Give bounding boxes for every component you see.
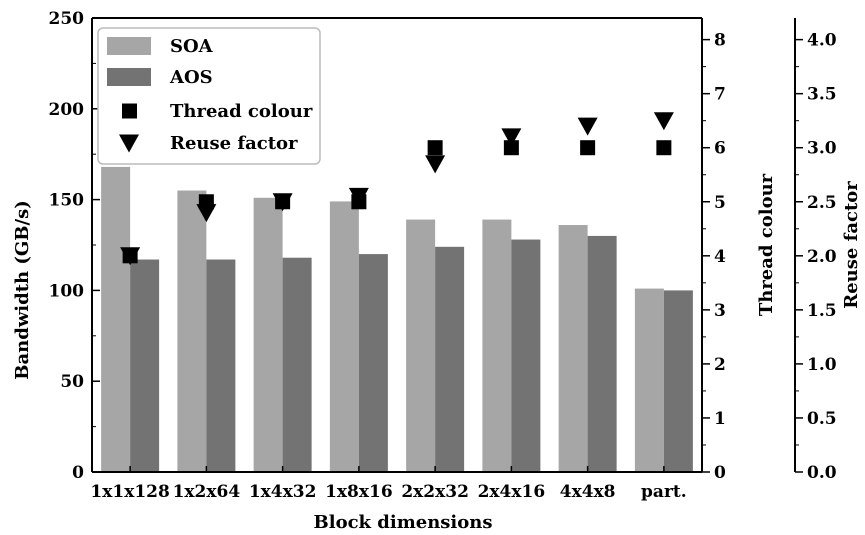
right-2-tick-label: 4.0 xyxy=(807,31,837,51)
legend-swatch-reuse-factor xyxy=(119,134,139,153)
bar-soa xyxy=(558,225,588,472)
axes-layer: 0 50 100 150 200 250 0 1 2 3 4 5 6 7 8 0.0 0.5 1.0 1.5 2.0 2… xyxy=(49,9,837,502)
right-1-tick-label: 7 xyxy=(714,85,726,105)
bar-soa xyxy=(329,201,359,472)
right-1-tick-label: 4 xyxy=(714,247,726,267)
x-tick-label: 1x4x32 xyxy=(249,482,317,502)
y-tick-label: 150 xyxy=(49,191,85,211)
y-tick-label: 50 xyxy=(60,372,84,392)
legend-swatch-thread-colour xyxy=(122,103,137,119)
bar-soa xyxy=(482,219,512,472)
marker-thread-colour xyxy=(580,140,596,156)
right-2-tick-label: 1.0 xyxy=(807,355,837,375)
marker-thread-colour xyxy=(122,248,138,264)
marker-thread-colour xyxy=(427,140,443,156)
marker-thread-colour xyxy=(656,140,672,156)
legend-label-thread-colour: Thread colour xyxy=(170,101,313,122)
markers-layer xyxy=(120,112,674,266)
marker-reuse-factor xyxy=(501,128,522,147)
x-tick-label: 1x1x128 xyxy=(90,482,169,502)
bar-aos xyxy=(130,259,160,472)
right-1-tick-label: 0 xyxy=(714,463,726,483)
legend: SOA AOS Thread colour Reuse factor xyxy=(97,27,321,165)
x-tick-label: 2x2x32 xyxy=(401,482,469,502)
right-1-tick-label: 3 xyxy=(714,301,726,321)
right-1-tick-label: 8 xyxy=(714,31,726,51)
x-tick-label: 2x4x16 xyxy=(478,482,546,502)
right-axis-1-title: Thread colour xyxy=(756,173,777,316)
right-1-tick-label: 5 xyxy=(714,193,726,213)
right-2-tick-label: 2.0 xyxy=(807,247,837,267)
y-tick-label: 0 xyxy=(72,463,84,483)
x-tick-label: 4x4x8 xyxy=(560,482,616,502)
right-axis-2-title: Reuse factor xyxy=(841,181,862,309)
bar-aos xyxy=(663,290,693,472)
legend-label-soa: SOA xyxy=(170,36,214,57)
right-2-tick-label: 1.5 xyxy=(807,301,837,321)
marker-thread-colour xyxy=(351,194,367,210)
bar-soa xyxy=(406,219,436,472)
bar-aos xyxy=(587,235,617,472)
y-tick-label: 250 xyxy=(49,9,85,29)
bar-soa xyxy=(634,288,664,472)
right-2-tick-label: 2.5 xyxy=(807,193,837,213)
x-tick-label: 1x2x64 xyxy=(173,482,241,502)
legend-label-reuse-factor: Reuse factor xyxy=(170,133,298,154)
marker-reuse-factor xyxy=(425,155,446,174)
y-tick-label: 100 xyxy=(49,281,85,301)
right-1-tick-label: 6 xyxy=(714,139,726,159)
legend-swatch-soa xyxy=(107,37,151,55)
bar-aos xyxy=(435,246,465,472)
right-1-tick-label: 1 xyxy=(714,409,726,429)
y-axis-title: Bandwidth (GB/s) xyxy=(12,200,33,379)
x-tick-label: part. xyxy=(641,482,687,502)
bar-soa xyxy=(101,166,131,473)
legend-label-aos: AOS xyxy=(169,67,213,88)
x-axis-title: Block dimensions xyxy=(314,512,493,533)
legend-box xyxy=(97,27,321,165)
marker-reuse-factor xyxy=(577,117,598,136)
bars-layer xyxy=(101,166,693,473)
bar-soa xyxy=(253,197,283,472)
legend-swatch-aos xyxy=(107,68,151,86)
x-tick-label: 1x8x16 xyxy=(325,482,393,502)
right-2-tick-label: 0.5 xyxy=(807,409,837,429)
bar-aos xyxy=(511,239,541,472)
right-2-tick-label: 0.0 xyxy=(807,463,837,483)
bar-soa xyxy=(177,190,207,472)
marker-thread-colour xyxy=(198,194,214,210)
bar-aos xyxy=(358,254,388,472)
bar-aos xyxy=(206,259,236,472)
marker-thread-colour xyxy=(275,194,291,210)
bar-aos xyxy=(282,257,312,472)
right-2-tick-label: 3.5 xyxy=(807,85,837,105)
marker-thread-colour xyxy=(503,140,519,156)
marker-reuse-factor xyxy=(653,112,674,131)
right-1-tick-label: 2 xyxy=(714,355,726,375)
right-2-tick-label: 3.0 xyxy=(807,139,837,159)
y-tick-label: 200 xyxy=(49,100,85,120)
